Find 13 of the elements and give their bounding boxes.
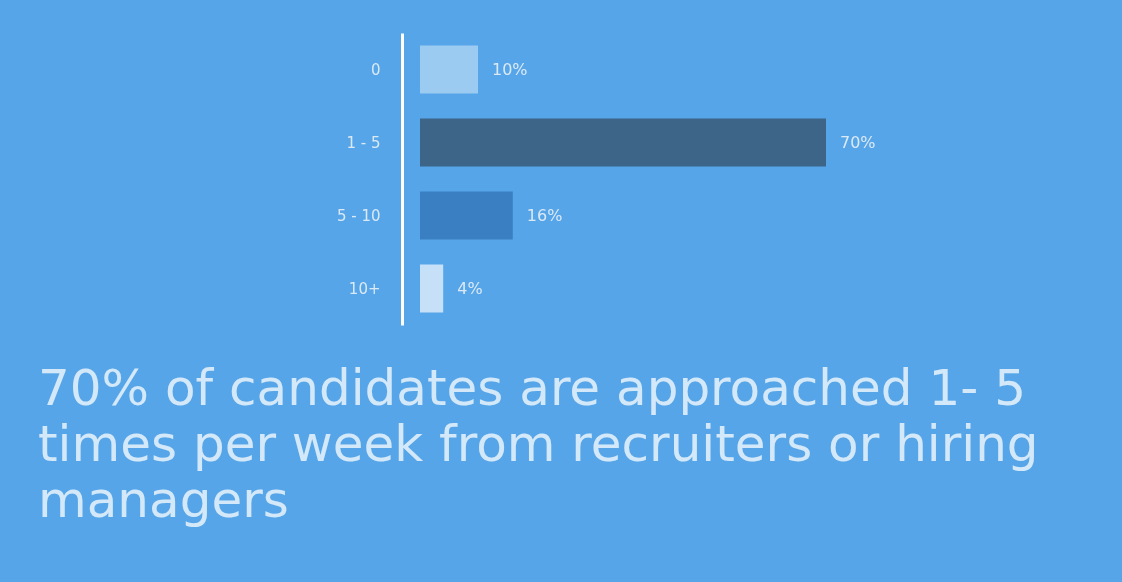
bar <box>420 191 513 240</box>
y-tick-label: 10+ <box>348 279 381 298</box>
bar <box>420 118 826 167</box>
data-label: 70% <box>840 132 876 152</box>
data-label: 16% <box>526 205 563 225</box>
bar <box>420 45 478 94</box>
bar <box>420 264 444 313</box>
data-label: 10% <box>492 59 528 79</box>
data-label: 4% <box>457 278 483 298</box>
text: 70% of candidates are approached 1- 5 times per week from recruiters or hiring managers <box>38 359 1039 529</box>
y-tick-label: 5 - 10 <box>336 206 381 225</box>
y-tick-label: 1 - 5 <box>346 133 381 152</box>
y-tick-label: 0 <box>370 60 381 79</box>
